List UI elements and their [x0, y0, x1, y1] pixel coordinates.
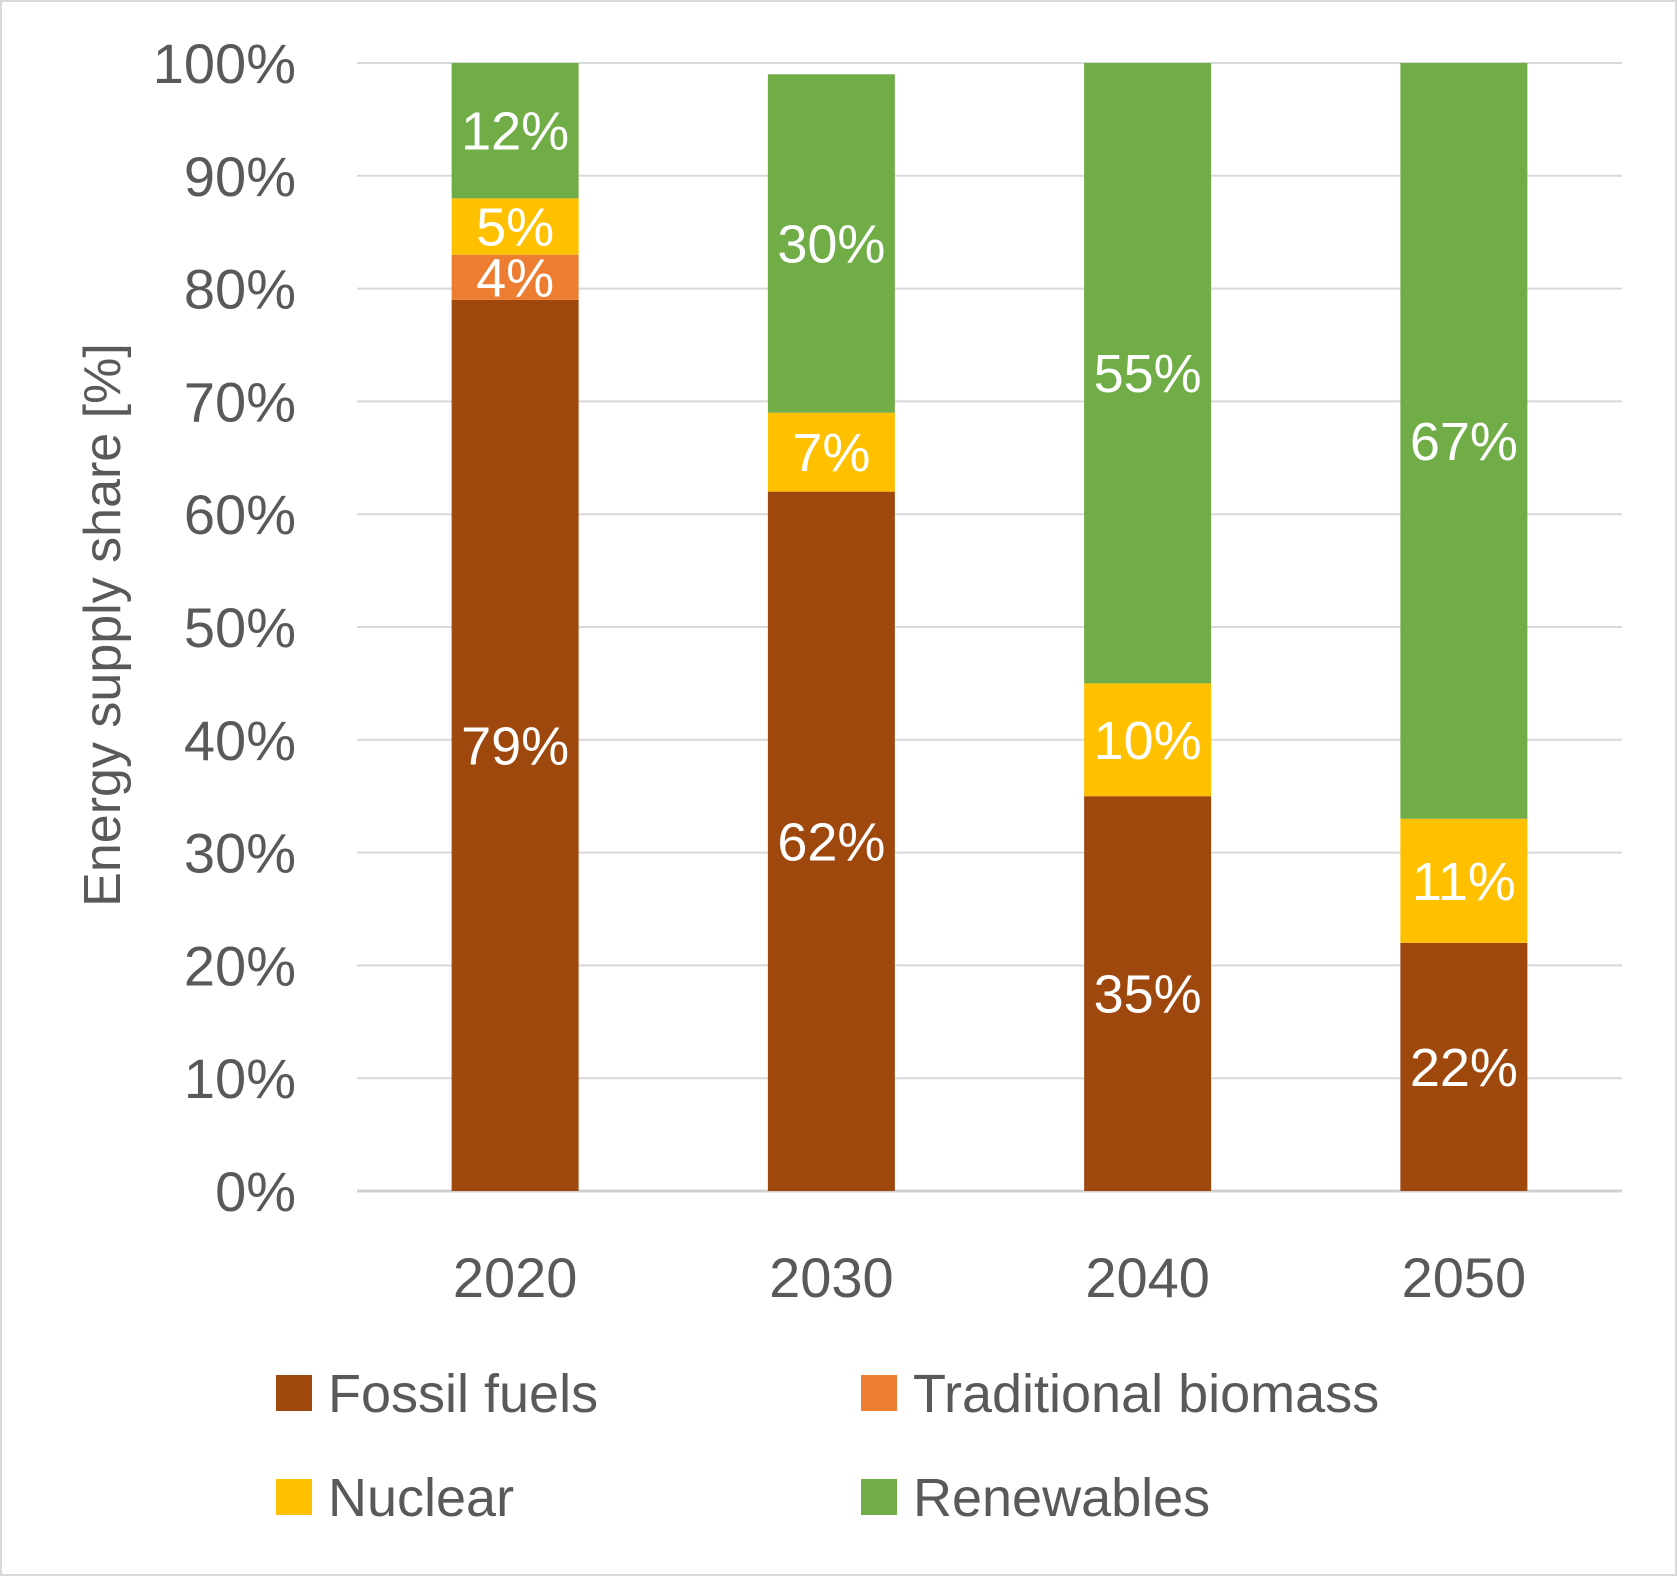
data-label: 67%: [1410, 412, 1518, 472]
bar-segment: [767, 74, 895, 413]
bars: [451, 63, 1528, 1191]
data-label: 62%: [777, 812, 885, 872]
data-labels: 79% 4%5% 12% 62% 7% 30% 35% 10% 55% 22% 11% 67%: [461, 102, 1518, 1098]
y-tick-label: 30%: [184, 822, 296, 885]
bar-segment: [1400, 63, 1528, 819]
legend-label: Traditional biomass: [913, 1364, 1379, 1424]
data-label: 22%: [1410, 1038, 1518, 1098]
bar-segment: [451, 299, 579, 1191]
data-label: 10%: [1094, 711, 1202, 771]
data-label: 55%: [1094, 344, 1202, 404]
y-tick-label: 90%: [184, 145, 296, 208]
bar-segment: [451, 63, 579, 199]
y-tick-label: 10%: [184, 1047, 296, 1110]
bar-segment: [1400, 818, 1528, 943]
y-tick-label: 70%: [184, 370, 296, 433]
x-tick-label: 2020: [453, 1246, 578, 1309]
legend-swatch: [276, 1479, 312, 1515]
data-label: 5%: [476, 198, 554, 258]
y-tick-label: 0%: [215, 1160, 296, 1223]
legend-label: Renewables: [913, 1468, 1210, 1528]
data-label: 30%: [777, 214, 885, 274]
y-tick-label: 60%: [184, 483, 296, 546]
bar-segment: [767, 412, 895, 492]
y-tick-label: 20%: [184, 934, 296, 997]
legend: Fossil fuels Traditional biomass Nuclear Re…: [276, 1364, 1379, 1528]
data-label: 7%: [792, 423, 870, 483]
legend-swatch: [861, 1375, 897, 1411]
y-tick-label: 80%: [184, 258, 296, 321]
data-label: 79%: [461, 716, 569, 776]
bar-segment: [1084, 63, 1212, 684]
x-tick-label: 2030: [769, 1246, 894, 1309]
bar-segment: [1084, 683, 1212, 797]
y-tick-label: 50%: [184, 596, 296, 659]
bar-segment: [451, 254, 579, 300]
bar-segment: [767, 491, 895, 1191]
y-tick-label: 40%: [184, 709, 296, 772]
y-tick-label: 100%: [153, 32, 296, 95]
data-label: 4%: [476, 248, 554, 308]
y-axis-title: Energy supply share [%]: [74, 343, 132, 907]
x-tick-label: 2040: [1085, 1246, 1210, 1309]
data-label: 35%: [1094, 965, 1202, 1025]
legend-swatch: [276, 1375, 312, 1411]
data-label: 11%: [1412, 852, 1516, 912]
bar-segment: [1400, 942, 1528, 1191]
legend-label: Nuclear: [328, 1468, 514, 1528]
axes: 0% 10% 20% 30% 40% 50% 60% 70% 80% 90% 100% 2020 203…: [153, 32, 1526, 1309]
bar-segment: [1084, 796, 1212, 1191]
legend-swatch: [861, 1479, 897, 1515]
bar-segment: [451, 198, 579, 255]
legend-label: Fossil fuels: [328, 1364, 598, 1424]
data-label: 12%: [461, 102, 569, 162]
x-tick-label: 2050: [1402, 1246, 1527, 1309]
